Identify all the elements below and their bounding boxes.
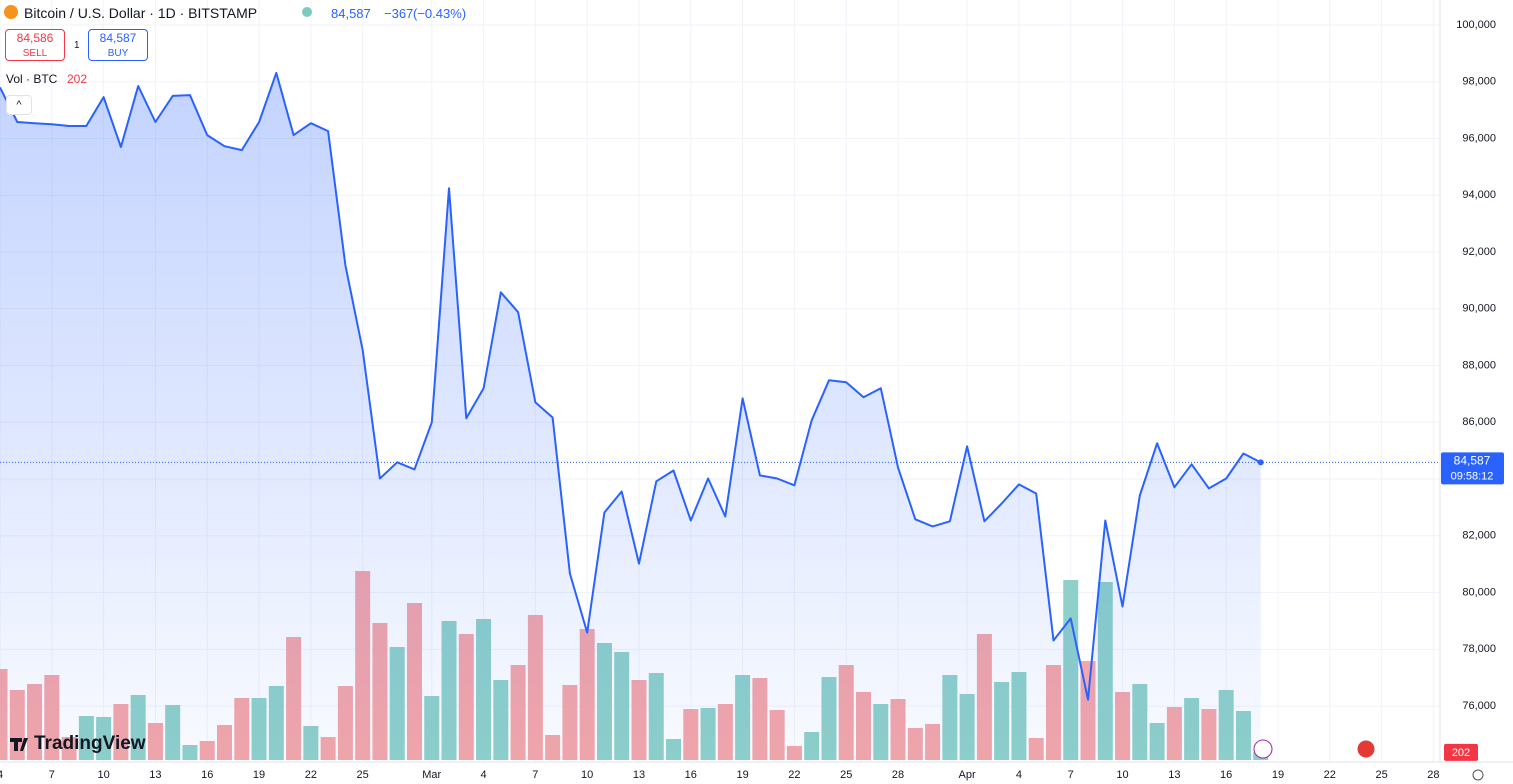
y-tick-label: 88,000 bbox=[1462, 359, 1496, 371]
ai-icon[interactable] bbox=[1253, 739, 1273, 759]
x-tick-label: 10 bbox=[1116, 769, 1128, 781]
y-tick-label: 90,000 bbox=[1462, 303, 1496, 315]
x-tick-label: 7 bbox=[1068, 769, 1074, 781]
sell-label: SELL bbox=[22, 48, 48, 59]
symbol-title: Bitcoin / U.S. Dollar · 1D · BITSTAMP bbox=[24, 5, 258, 21]
quantity: 1 bbox=[74, 40, 80, 51]
buy-price: 84,587 bbox=[99, 31, 137, 45]
x-tick-label: 16 bbox=[685, 769, 697, 781]
x-tick-label: 10 bbox=[97, 769, 109, 781]
x-tick-label: 22 bbox=[1324, 769, 1336, 781]
x-tick-label: 28 bbox=[1427, 769, 1439, 781]
x-tick-label: 28 bbox=[892, 769, 904, 781]
y-tick-label: 86,000 bbox=[1462, 416, 1496, 428]
y-tick-label: 80,000 bbox=[1462, 586, 1496, 598]
x-tick-label: 16 bbox=[201, 769, 213, 781]
market-status bbox=[302, 7, 312, 17]
x-tick-label: 19 bbox=[736, 769, 748, 781]
x-tick-label: 19 bbox=[1272, 769, 1284, 781]
x-tick-label: Mar bbox=[422, 769, 441, 781]
sell-price: 84,586 bbox=[16, 31, 54, 45]
y-tick-label: 100,000 bbox=[1456, 19, 1496, 31]
x-tick-label: 19 bbox=[253, 769, 265, 781]
buy-label: BUY bbox=[107, 48, 129, 59]
x-tick-label: 16 bbox=[1220, 769, 1232, 781]
x-tick-label: 10 bbox=[581, 769, 593, 781]
price-line bbox=[0, 71, 1262, 701]
change-percent: (−0.43%) bbox=[413, 6, 467, 21]
y-tick-label: 98,000 bbox=[1462, 76, 1496, 88]
x-tick-label: 22 bbox=[788, 769, 800, 781]
x-tick-label: 4 bbox=[1016, 769, 1022, 781]
volume-legend-value: 202 bbox=[67, 72, 88, 86]
collapse-button[interactable]: ^ bbox=[6, 95, 32, 115]
change: −367 bbox=[384, 6, 414, 21]
x-tick-label: 22 bbox=[305, 769, 317, 781]
y-tick-label: 96,000 bbox=[1462, 132, 1496, 144]
brand-logo bbox=[10, 738, 28, 751]
brand-name: TradingView bbox=[34, 733, 146, 754]
y-tick-label: 94,000 bbox=[1462, 189, 1496, 201]
x-tick-label: 4 bbox=[480, 769, 486, 781]
btc-icon bbox=[4, 5, 18, 19]
volume-badge bbox=[1444, 743, 1478, 761]
x-tick-label: 13 bbox=[149, 769, 161, 781]
x-tick-label: 25 bbox=[1375, 769, 1387, 781]
last-price: 84,587 bbox=[331, 6, 371, 21]
x-tick-label: 7 bbox=[49, 769, 55, 781]
price-badge bbox=[1441, 452, 1504, 485]
settings-icon[interactable] bbox=[1472, 769, 1484, 781]
y-tick-label: 92,000 bbox=[1462, 246, 1496, 258]
x-tick-label: 13 bbox=[1168, 769, 1180, 781]
x-tick-label: Apr bbox=[959, 769, 976, 781]
y-tick-label: 78,000 bbox=[1462, 643, 1496, 655]
x-tick-label: 7 bbox=[532, 769, 538, 781]
price-badge-label: 84,587 bbox=[1454, 454, 1491, 468]
x-tick-label: 25 bbox=[840, 769, 852, 781]
countdown: 09:58:12 bbox=[1451, 470, 1494, 482]
x-tick-label: 4 bbox=[0, 769, 3, 781]
sell-button[interactable]: 84,586 SELL bbox=[5, 29, 65, 61]
last-price-dot bbox=[1257, 459, 1264, 466]
x-tick-label: 13 bbox=[633, 769, 645, 781]
price-area bbox=[0, 72, 1261, 760]
volume-badge-label: 202 bbox=[1452, 747, 1470, 759]
volume-legend: Vol · BTC bbox=[6, 72, 58, 86]
event-flag-icon[interactable] bbox=[1356, 739, 1376, 759]
y-tick-label: 82,000 bbox=[1462, 530, 1496, 542]
x-tick-label: 25 bbox=[357, 769, 369, 781]
buy-button[interactable]: 84,587 BUY bbox=[88, 29, 148, 61]
y-tick-label: 76,000 bbox=[1462, 700, 1496, 712]
